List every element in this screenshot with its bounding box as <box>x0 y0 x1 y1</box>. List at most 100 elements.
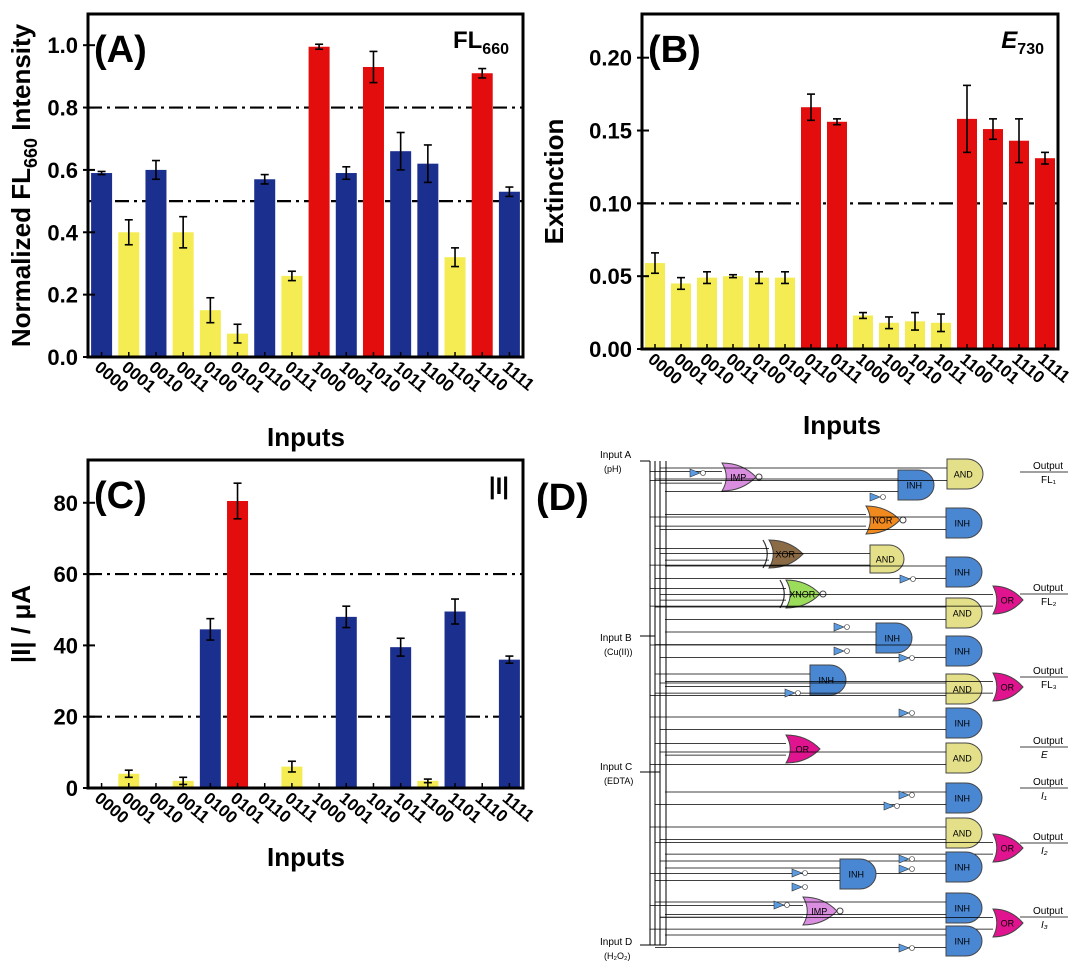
gate-and: AND <box>650 742 983 774</box>
bar-0011 <box>723 276 743 349</box>
inversion-bubble <box>836 907 844 915</box>
inh-gate <box>945 707 983 739</box>
panel-label: (D) <box>536 477 589 519</box>
gate-xor: XOR <box>655 539 804 569</box>
gate-or: OR <box>650 585 1024 615</box>
gate-label: OR <box>796 745 810 755</box>
plot-frame <box>86 458 525 790</box>
y-axis-label: |I| / μA <box>6 585 36 663</box>
bar-1101 <box>444 611 466 788</box>
gate-inh: INH <box>655 622 913 654</box>
inh-gate <box>945 782 983 814</box>
inversion-bubble <box>910 576 916 582</box>
inversion-bubble <box>909 655 915 661</box>
bar-1111 <box>498 659 520 788</box>
buffer-icon <box>898 790 910 800</box>
bar-0101 <box>227 501 249 788</box>
gate-inh: INH <box>655 858 877 890</box>
inversion-bubble <box>909 866 915 872</box>
y-axis-label: Normalized FL660 Intensity <box>6 23 41 347</box>
gate-or: OR <box>655 833 1024 863</box>
inversion-bubble <box>802 884 808 890</box>
y-tick-label: 0.05 <box>589 264 632 289</box>
y-tick-label: 0.10 <box>589 191 632 216</box>
bar-1001 <box>879 322 899 349</box>
gate-inh: INH <box>650 707 983 739</box>
output-label: Output <box>1033 583 1063 594</box>
inh-gate <box>945 925 983 957</box>
bar-0001 <box>118 232 140 357</box>
gate-label: INH <box>954 719 970 729</box>
and-gate <box>946 458 984 490</box>
gate-label: INH <box>818 676 834 686</box>
output-sublabel: E <box>1041 750 1048 761</box>
gate-and: AND <box>650 817 983 849</box>
inversion-bubble <box>880 494 886 500</box>
input-label: Input B <box>600 633 632 644</box>
y-tick-label: 0.0 <box>47 345 78 370</box>
buffer-icon <box>791 882 803 892</box>
inh-gate <box>897 469 935 501</box>
inh-gate <box>945 635 983 667</box>
bar-1111 <box>498 191 520 357</box>
inh-gate <box>875 622 913 654</box>
bar-1101 <box>444 257 466 357</box>
bar-1001 <box>335 173 357 357</box>
chart-panel-0: 0000000100100011010001010110011110001001… <box>6 12 538 452</box>
y-tick-label: 80 <box>54 491 78 516</box>
bar-1001 <box>335 616 357 788</box>
y-tick-label: 0.20 <box>589 46 632 71</box>
bar-0111 <box>827 121 847 349</box>
inversion-bubble <box>784 902 790 908</box>
bar-0100 <box>199 310 221 357</box>
buffer-icon <box>833 622 845 632</box>
y-tick-label: 0.8 <box>47 96 78 121</box>
gate-and: AND <box>655 597 983 629</box>
output-sublabel: FL₁ <box>1041 475 1057 486</box>
buffer-icon <box>689 468 701 478</box>
panel-label: (B) <box>648 29 701 71</box>
inversion-bubble <box>844 624 850 630</box>
bar-1011 <box>931 322 951 349</box>
x-tick-label: 1111 <box>499 358 538 395</box>
gate-label: AND <box>953 829 973 839</box>
bar-0001 <box>118 773 140 788</box>
x-tick-label: 1111 <box>499 789 538 826</box>
y-tick-label: 0.2 <box>47 283 78 308</box>
inversion-bubble <box>755 473 763 481</box>
or-gate <box>992 585 1024 615</box>
inversion-bubble <box>700 470 706 476</box>
inversion-bubble <box>909 856 915 862</box>
bar-0110 <box>254 179 276 357</box>
output-sublabel: I₂ <box>1041 846 1048 857</box>
gate-imp: IMP <box>650 462 763 492</box>
buffer-icon <box>898 864 910 874</box>
inh-gate <box>945 556 983 588</box>
chart-panel-2: 0000000100100011010001010110011110001001… <box>6 458 538 872</box>
output-sublabel: I₃ <box>1041 920 1048 931</box>
inh-gate <box>945 851 983 883</box>
input-sublabel: (H₂O₂) <box>604 951 630 961</box>
gate-label: OR <box>1001 919 1015 929</box>
gate-nor: NOR <box>655 505 907 535</box>
gate-label: AND <box>876 555 896 565</box>
and-gate <box>945 597 983 629</box>
bar-1100 <box>957 118 977 349</box>
inversion-bubble <box>795 690 801 696</box>
gate-inh: INH <box>655 892 983 924</box>
buffer-icon <box>898 943 910 953</box>
bar-1010 <box>905 321 925 349</box>
xor-arc <box>762 539 768 569</box>
gate-label: INH <box>954 647 970 657</box>
gate-label: AND <box>954 470 974 480</box>
gate-inh: INH <box>655 664 847 696</box>
bar-0010 <box>145 169 167 357</box>
input-sublabel: (EDTA) <box>604 776 633 786</box>
gate-label: OR <box>1001 683 1015 693</box>
bar-0100 <box>199 629 221 788</box>
input-sublabel: (pH) <box>604 464 622 474</box>
or-gate <box>785 734 821 764</box>
y-tick-label: 0.4 <box>47 220 78 245</box>
gate-label: NOR <box>872 516 893 526</box>
